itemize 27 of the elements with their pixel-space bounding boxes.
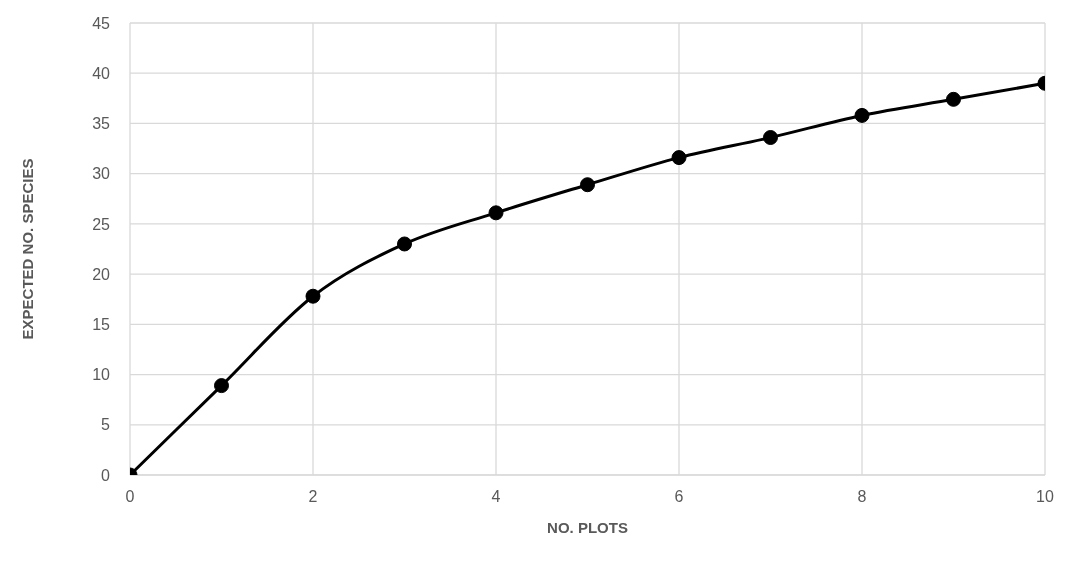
x-tick-label: 10: [1036, 488, 1054, 506]
x-tick-label: 0: [125, 488, 135, 506]
y-tick-label: 45: [92, 14, 111, 32]
point: [580, 177, 595, 193]
y-tick-label: 25: [92, 215, 111, 233]
point: [305, 288, 321, 304]
y-axis-title: EXPECTED NO. SPECIES: [19, 158, 37, 340]
y-tick-label: 0: [101, 466, 111, 484]
x-tick-label: 4: [491, 488, 501, 506]
y-tick-label: 20: [92, 265, 111, 283]
y-tick-label: 5: [101, 416, 111, 434]
y-tick-label: 10: [92, 366, 111, 384]
point: [214, 378, 229, 394]
point: [671, 150, 687, 166]
point: [397, 236, 412, 252]
y-tick-label: 15: [92, 316, 111, 334]
point: [488, 205, 504, 221]
y-tick-label: 30: [92, 165, 111, 183]
point: [946, 91, 961, 107]
point: [763, 130, 778, 146]
y-tick-label: 35: [92, 115, 111, 133]
y-tick-label: 40: [92, 64, 111, 82]
x-axis-title: NO. PLOTS: [547, 519, 628, 536]
point: [854, 107, 870, 123]
x-tick-label: 8: [857, 488, 867, 506]
x-tick-label: 6: [674, 488, 684, 506]
x-tick-label: 2: [308, 488, 318, 506]
